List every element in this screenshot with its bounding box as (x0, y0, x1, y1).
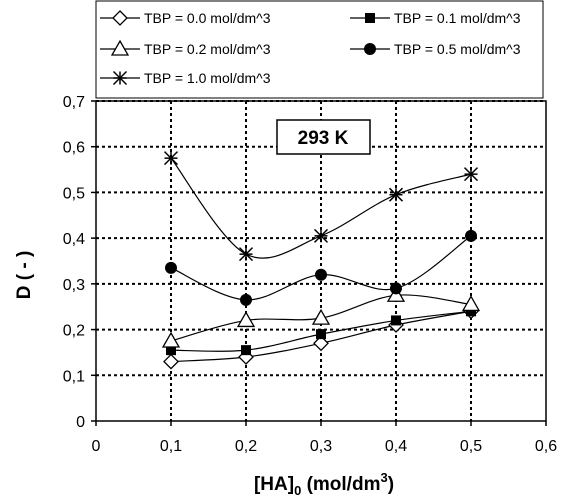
marker-square (365, 13, 375, 23)
x-tick-label: 0,6 (535, 438, 557, 455)
legend-item: TBP = 0.5 mol/dm^3 (350, 41, 521, 57)
marker-triangle (110, 39, 130, 56)
marker-circle (240, 293, 252, 306)
legend-item: TBP = 0.2 mol/dm^3 (100, 39, 271, 57)
series-3 (165, 229, 477, 306)
legend-item: TBP = 1.0 mol/dm^3 (100, 70, 271, 86)
legend-label: TBP = 0.1 mol/dm^3 (394, 10, 521, 26)
series-1 (166, 306, 476, 356)
y-tick-label: 0,4 (63, 231, 85, 248)
marker-star (112, 70, 128, 86)
marker-diamond (163, 353, 179, 370)
data-series (161, 151, 481, 370)
y-tick-label: 0,5 (63, 185, 85, 202)
marker-triangle (236, 311, 256, 328)
legend-box (95, 0, 544, 99)
y-tick-label: 0,3 (63, 277, 85, 294)
marker-square (241, 345, 251, 356)
axis-ticks: 0 0,1 0,2 0,3 0,4 0,5 0,6 0 0,1 0,2 0,3 0,4 0,5 0,6 0,… (63, 94, 557, 455)
annotation-text: 293 K (298, 128, 349, 149)
marker-star-stroke (313, 228, 329, 243)
x-axis-label-unit: (mol/dm (301, 474, 380, 495)
x-axis-label-sup: 3 (380, 470, 387, 485)
marker-star (313, 228, 329, 243)
x-tick-label: 0,1 (160, 438, 182, 455)
marker-star-stroke (463, 167, 479, 182)
x-tick-label: 0,2 (235, 438, 257, 455)
marker-star (388, 187, 404, 202)
marker-star-stroke (163, 151, 179, 166)
marker-square (466, 306, 476, 317)
marker-star-stroke (112, 70, 128, 86)
marker-triangle (161, 331, 181, 348)
x-tick-label: 0,5 (460, 438, 482, 455)
marker-diamond (313, 335, 329, 352)
marker-circle (315, 268, 327, 281)
x-axis-label-main: [HA] (254, 474, 294, 495)
series-line (170, 157, 472, 259)
marker-circle (390, 282, 402, 295)
marker-circle (465, 229, 477, 242)
marker-star (163, 151, 179, 166)
marker-circle (364, 43, 376, 55)
x-axis-label-sub: 0 (294, 483, 301, 498)
marker-star-stroke (238, 247, 254, 262)
y-axis-label: D ( - ) (14, 251, 35, 300)
marker-star-stroke (388, 187, 404, 202)
marker-star (238, 247, 254, 262)
marker-square (166, 345, 176, 356)
annotation-frame (276, 119, 371, 155)
y-tick-label: 0,1 (63, 368, 85, 385)
legend-label: TBP = 1.0 mol/dm^3 (144, 70, 271, 86)
series-4 (163, 151, 479, 262)
legend-label: TBP = 0.5 mol/dm^3 (394, 41, 521, 57)
y-tick-label: 0,6 (63, 140, 85, 157)
legend-label: TBP = 0.2 mol/dm^3 (144, 41, 271, 57)
x-axis-label: [HA]0 (mol/dm3) (254, 470, 394, 498)
marker-diamond (112, 10, 128, 26)
x-axis-label-close: ) (388, 474, 394, 495)
marker-triangle (461, 295, 481, 312)
x-tick-label: 0,3 (310, 438, 332, 455)
legend: TBP = 0.0 mol/dm^3 TBP = 0.1 mol/dm^3 TBP … (95, 0, 544, 99)
legend-item: TBP = 0.0 mol/dm^3 (100, 10, 271, 26)
marker-triangle (311, 308, 331, 325)
legend-item: TBP = 0.1 mol/dm^3 (350, 10, 521, 26)
series-2 (161, 285, 481, 348)
marker-square (316, 329, 326, 340)
y-tick-label: 0,2 (63, 323, 85, 340)
y-tick-label: 0 (76, 414, 85, 431)
y-tick-label: 0,7 (63, 94, 85, 111)
marker-square (391, 315, 401, 326)
x-tick-label: 0,4 (385, 438, 407, 455)
marker-star (463, 167, 479, 182)
x-tick-label: 0 (92, 438, 101, 455)
legend-label: TBP = 0.0 mol/dm^3 (144, 10, 271, 26)
annotation-box: 293 K (276, 119, 371, 155)
marker-circle (165, 261, 177, 274)
